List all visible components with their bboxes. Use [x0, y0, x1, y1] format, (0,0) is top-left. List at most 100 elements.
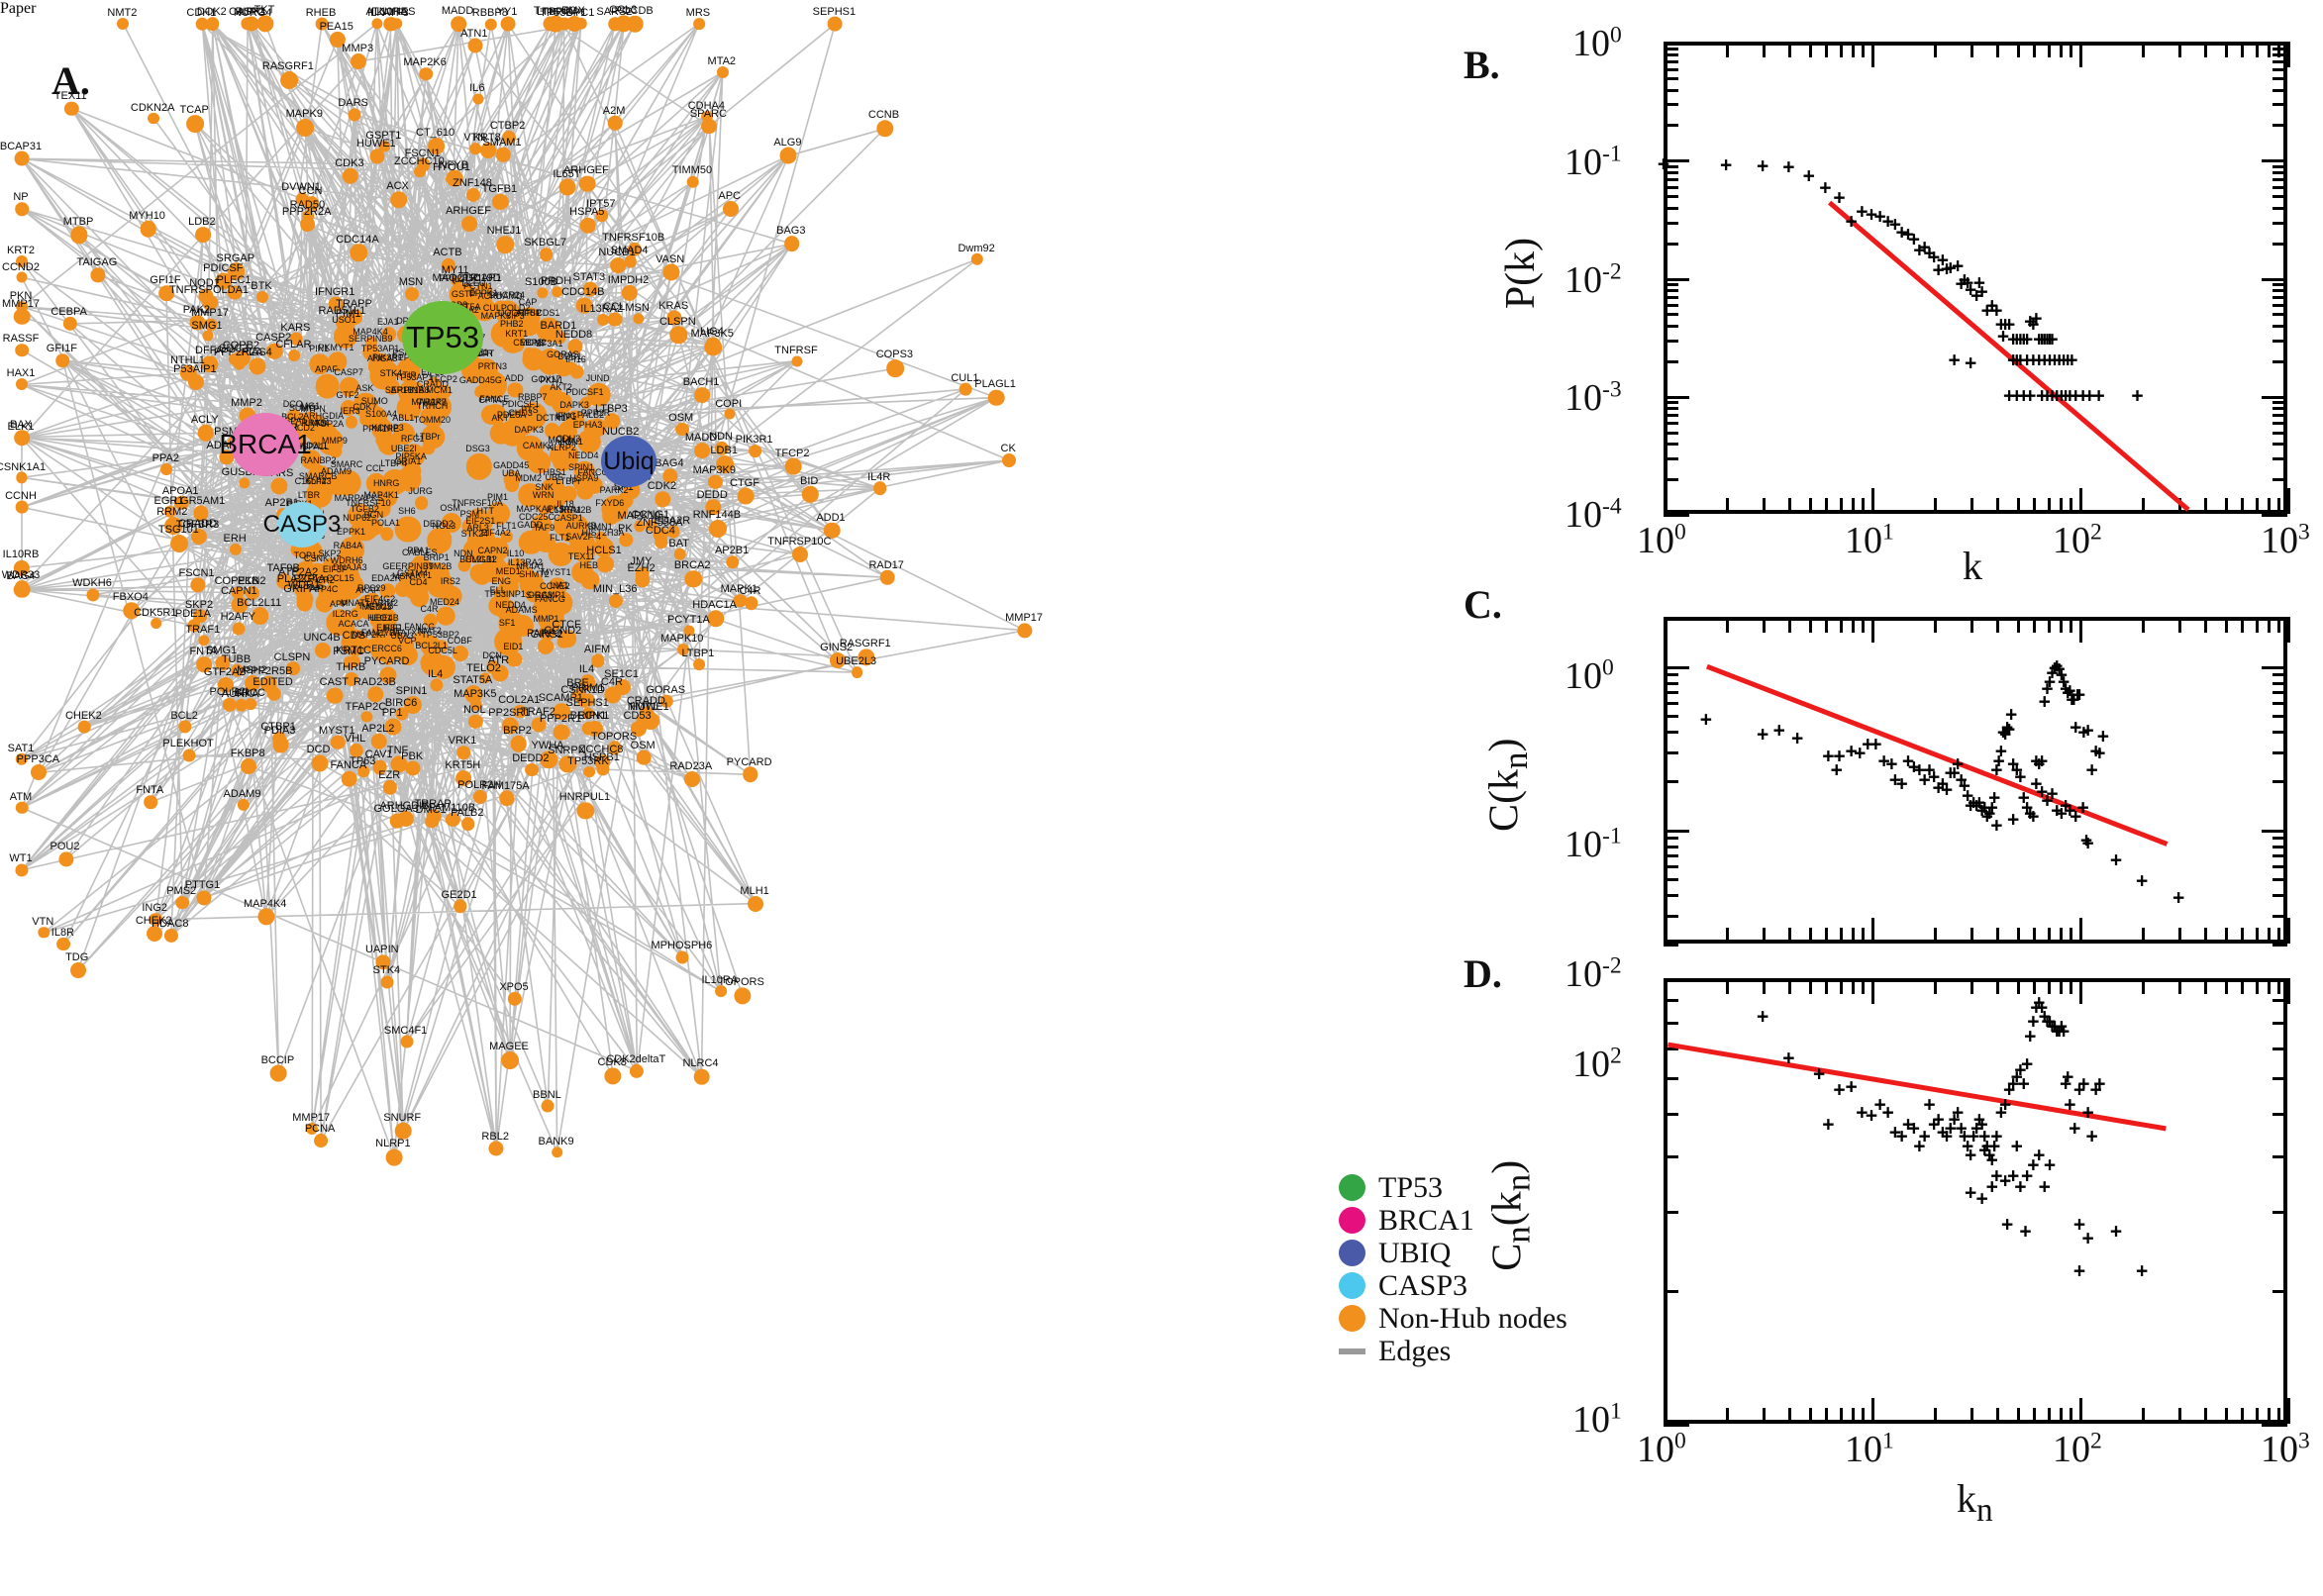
network-node[interactable] — [299, 216, 316, 233]
network-node[interactable] — [197, 425, 214, 442]
network-node[interactable] — [315, 643, 332, 659]
network-node[interactable] — [531, 514, 553, 536]
network-node[interactable] — [451, 16, 466, 32]
network-node[interactable] — [383, 17, 398, 31]
network-node[interactable] — [389, 813, 405, 829]
network-node[interactable] — [609, 593, 624, 608]
network-node[interactable] — [639, 706, 655, 722]
network-node[interactable] — [383, 780, 398, 795]
network-node[interactable] — [970, 252, 984, 265]
network-node[interactable] — [465, 453, 492, 480]
network-node[interactable] — [511, 339, 525, 352]
network-node[interactable] — [959, 382, 972, 396]
network-node[interactable] — [399, 571, 419, 591]
network-node[interactable] — [619, 533, 634, 548]
network-node[interactable] — [783, 236, 800, 252]
network-node[interactable] — [503, 470, 521, 488]
network-node[interactable] — [571, 561, 594, 583]
network-node[interactable] — [636, 749, 652, 765]
network-node[interactable] — [38, 927, 50, 939]
network-node[interactable] — [694, 386, 710, 403]
network-node[interactable] — [705, 499, 721, 516]
network-node[interactable] — [461, 817, 475, 832]
network-node[interactable] — [15, 579, 29, 594]
network-node[interactable] — [575, 297, 593, 314]
network-node[interactable] — [522, 348, 546, 371]
network-node[interactable] — [377, 488, 397, 508]
network-node[interactable] — [380, 975, 394, 988]
network-node[interactable] — [608, 741, 622, 754]
network-node[interactable] — [791, 355, 803, 366]
network-node[interactable] — [627, 242, 642, 256]
network-node[interactable] — [178, 720, 192, 734]
network-node[interactable] — [616, 492, 634, 509]
network-node[interactable] — [158, 285, 174, 301]
network-node[interactable] — [378, 141, 391, 152]
network-node[interactable] — [673, 548, 686, 561]
network-node[interactable] — [693, 1068, 710, 1085]
network-node[interactable] — [542, 385, 563, 407]
network-node[interactable] — [722, 201, 739, 218]
network-node[interactable] — [621, 284, 638, 301]
network-node[interactable] — [370, 18, 383, 30]
network-node[interactable] — [237, 798, 250, 811]
network-node[interactable] — [390, 755, 408, 773]
network-node[interactable] — [196, 17, 209, 31]
network-node[interactable] — [596, 762, 610, 776]
network-node[interactable] — [194, 227, 211, 244]
network-node[interactable] — [348, 503, 372, 528]
network-node[interactable] — [626, 15, 644, 33]
network-node[interactable] — [662, 468, 678, 484]
network-node[interactable] — [604, 1066, 622, 1085]
network-node[interactable] — [311, 754, 329, 771]
network-node[interactable] — [547, 576, 567, 597]
network-node[interactable] — [496, 236, 514, 253]
network-node[interactable] — [669, 326, 687, 345]
network-node[interactable] — [726, 555, 740, 569]
network-node[interactable] — [369, 149, 385, 164]
network-node[interactable] — [446, 169, 463, 187]
network-node[interactable] — [295, 583, 310, 598]
network-node[interactable] — [160, 463, 173, 476]
network-node[interactable] — [314, 1134, 329, 1148]
network-node[interactable] — [306, 451, 321, 465]
network-node[interactable] — [506, 651, 522, 667]
network-node[interactable] — [233, 357, 247, 370]
network-node[interactable] — [245, 698, 257, 710]
network-node[interactable] — [607, 312, 623, 327]
network-node[interactable] — [581, 721, 597, 736]
network-node[interactable] — [494, 585, 511, 603]
network-node[interactable] — [296, 118, 315, 137]
network-node[interactable] — [801, 485, 819, 503]
network-node[interactable] — [269, 1064, 287, 1082]
network-node[interactable] — [517, 483, 542, 508]
network-node[interactable] — [239, 477, 251, 489]
network-node[interactable] — [140, 220, 156, 238]
network-node[interactable] — [676, 643, 689, 655]
network-node[interactable] — [733, 594, 748, 608]
network-node[interactable] — [558, 178, 576, 196]
network-node[interactable] — [347, 309, 363, 326]
network-node[interactable] — [231, 663, 244, 677]
network-node[interactable] — [684, 570, 702, 588]
network-node[interactable] — [364, 336, 378, 349]
network-node[interactable] — [241, 757, 257, 774]
network-node[interactable] — [15, 863, 29, 877]
network-node[interactable] — [90, 267, 106, 283]
network-node[interactable] — [189, 315, 205, 331]
network-node[interactable] — [328, 297, 344, 312]
network-node[interactable] — [403, 696, 422, 715]
network-node[interactable] — [371, 418, 393, 441]
hub-node-tp53[interactable]: TP53 — [402, 301, 483, 374]
network-node[interactable] — [427, 137, 446, 155]
network-node[interactable] — [276, 573, 293, 590]
network-node[interactable] — [539, 248, 554, 261]
network-node[interactable] — [560, 485, 578, 503]
network-node[interactable] — [331, 735, 346, 750]
network-node[interactable] — [147, 926, 163, 943]
network-node[interactable] — [149, 913, 162, 927]
network-node[interactable] — [70, 226, 88, 244]
network-node[interactable] — [306, 1122, 319, 1135]
network-node[interactable] — [348, 108, 361, 122]
network-node[interactable] — [714, 985, 727, 997]
